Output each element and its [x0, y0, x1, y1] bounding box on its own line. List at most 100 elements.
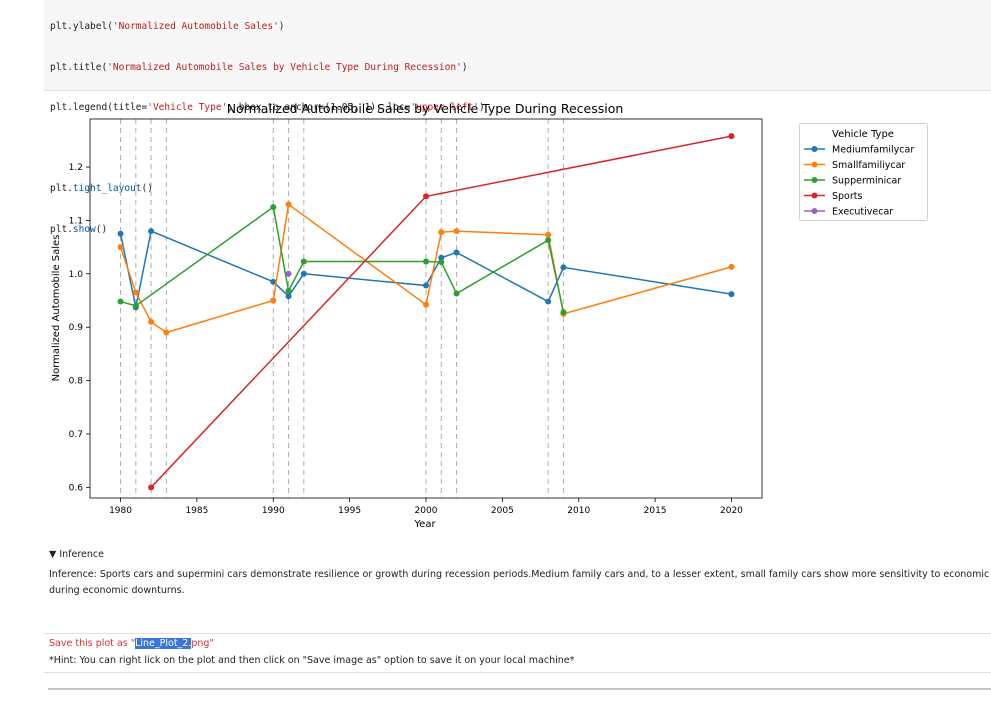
legend-item: Smallfamiliycar — [804, 160, 905, 171]
data-point — [117, 298, 124, 305]
series-supperminicar — [117, 204, 567, 316]
series-sports — [148, 133, 735, 491]
legend-marker — [811, 177, 818, 183]
legend-title: Vehicle Type — [832, 129, 894, 140]
data-point — [132, 289, 139, 296]
inference-line-1: Inference: Sports cars and supermini car… — [49, 569, 991, 580]
data-point — [148, 318, 155, 325]
legend-items: Mediumfamilycar Smallfamiliycar Suppermini… — [804, 145, 914, 218]
code-line: plt.tight_layout() — [50, 183, 153, 194]
series-line — [119, 203, 732, 334]
series-executivecar — [285, 270, 292, 277]
chart-title: Normalized Automobile Sales by Vehicle T… — [227, 101, 624, 116]
data-point — [453, 228, 460, 235]
data-point — [545, 231, 552, 238]
data-point — [148, 484, 155, 491]
save-prefix: Save this plot as " — [49, 638, 136, 649]
data-point — [423, 301, 429, 308]
data-point — [148, 228, 155, 235]
legend-frame — [799, 123, 928, 221]
code-cell[interactable] — [44, 0, 991, 91]
legend-marker — [811, 161, 818, 168]
data-point — [453, 290, 460, 297]
axis-ticks: 1980 1985 1990 1995 2000 2005 2010 2015 2020 0.6 0… — [69, 163, 744, 516]
legend-label: Executivecar — [832, 207, 893, 218]
data-point — [453, 249, 460, 256]
data-point — [285, 270, 292, 277]
y-tick-label: 1.2 — [69, 163, 83, 173]
cell-divider — [48, 688, 991, 690]
x-tick-label: 1990 — [262, 506, 285, 516]
data-point — [423, 282, 429, 289]
legend-item: Executivecar — [804, 207, 893, 218]
x-tick-label: 1995 — [338, 506, 361, 516]
x-tick-label: 2010 — [567, 506, 590, 516]
code-line: plt.ylabel('Normalized Automobile Sales'… — [50, 21, 285, 32]
legend-label: Sports — [832, 191, 863, 202]
data-point — [423, 258, 429, 265]
y-tick-label: 0.8 — [69, 377, 84, 387]
inference-line-2: during economic downturns. — [49, 584, 185, 596]
data-point — [728, 133, 735, 140]
data-point — [423, 193, 429, 200]
legend-item: Mediumfamilycar — [804, 145, 914, 156]
x-tick-label: 2020 — [720, 506, 743, 516]
legend: Vehicle Type Mediumfamilycar Smallfamiliy… — [799, 123, 928, 221]
y-tick-label: 0.6 — [69, 483, 84, 493]
recession-lines — [120, 119, 564, 498]
legend-item: Supperminicar — [804, 176, 901, 187]
line-chart: Normalized Automobile Sales by Vehicle T… — [51, 101, 763, 530]
data-point — [285, 287, 292, 294]
y-tick-label: 1.1 — [69, 216, 83, 226]
save-instruction: Save this plot as "Line_Plot_2.png" — [49, 638, 214, 649]
data-point — [270, 204, 277, 211]
series-lines — [117, 133, 735, 491]
y-axis-label: Normalized Automobile Sales — [51, 235, 62, 382]
data-point — [132, 302, 139, 309]
data-point — [300, 258, 307, 265]
plot-output[interactable]: Normalized Automobile Sales by Vehicle T… — [44, 96, 764, 532]
series-line — [119, 230, 732, 308]
data-point — [560, 264, 567, 271]
code-line: plt.legend(title='Vehicle Type', bbox_to… — [50, 102, 485, 113]
x-tick-label: 2015 — [644, 506, 667, 516]
data-point — [117, 244, 124, 251]
save-note-cell[interactable]: Save this plot as "Line_Plot_2.png" *Hin… — [44, 633, 991, 673]
data-point — [438, 259, 445, 266]
legend-marker — [811, 192, 818, 199]
data-point — [270, 278, 277, 285]
legend-label: Supperminicar — [832, 176, 901, 187]
legend-item: Sports — [804, 191, 863, 202]
data-point — [117, 230, 124, 237]
data-point — [285, 201, 292, 208]
inference-toggle[interactable]: ▼ Inference — [49, 549, 104, 560]
data-point — [285, 293, 292, 300]
code-editor[interactable]: plt.ylabel('Normalized Automobile Sales'… — [50, 0, 485, 250]
inference-text: Inference: Sports cars and supermini car… — [49, 567, 991, 598]
series-smallfamiliycar — [117, 201, 735, 336]
legend-label: Mediumfamilycar — [832, 145, 914, 156]
x-tick-label: 1980 — [109, 506, 132, 516]
data-point — [728, 291, 735, 298]
y-tick-label: 1.0 — [69, 270, 84, 280]
code-line: plt.show() — [50, 223, 108, 235]
data-point — [560, 309, 567, 316]
data-point — [545, 237, 552, 244]
y-tick-label: 0.7 — [69, 430, 83, 440]
code-line: plt.title('Normalized Automobile Sales b… — [50, 61, 468, 73]
x-axis-label: Year — [413, 519, 436, 530]
data-point — [300, 270, 307, 277]
data-point — [728, 263, 735, 270]
series-line — [120, 205, 565, 313]
data-point — [270, 297, 277, 304]
selected-text[interactable]: Line_Plot_2. — [135, 638, 192, 649]
save-suffix: png" — [191, 638, 214, 649]
legend-marker — [811, 146, 818, 152]
data-point — [438, 229, 445, 236]
x-tick-label: 2000 — [415, 506, 438, 516]
y-tick-label: 0.9 — [69, 323, 84, 333]
legend-marker — [811, 208, 818, 214]
data-point — [545, 298, 552, 305]
x-tick-label: 1985 — [185, 506, 208, 516]
data-point — [163, 329, 170, 336]
